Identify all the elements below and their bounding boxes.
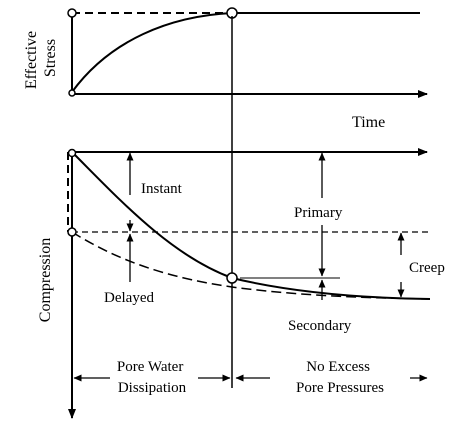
creep-label: Creep: [409, 260, 445, 276]
start-point-bottom: [67, 148, 77, 158]
phase-no-excess-pore-pressures: No Excess Pore Pressures: [296, 359, 384, 396]
effective-stress-curve: [71, 12, 233, 93]
loaded-point-top: [67, 8, 77, 18]
instant-point-bottom: [67, 227, 77, 237]
start-point-top: [68, 89, 76, 97]
bottom-panel: Instant Delayed Primary Secondary Creep …: [37, 148, 445, 419]
top-y-label: Effective Stress: [23, 27, 59, 89]
delayed-label: Delayed: [104, 290, 154, 306]
compression-curve-primary: [71, 151, 233, 279]
time-label: Time: [352, 114, 385, 131]
end-primary-point-bottom: [226, 272, 238, 284]
compression-curve-secondary: [231, 277, 431, 300]
instant-label: Instant: [141, 181, 183, 197]
top-panel: Effective Stress Time: [23, 7, 428, 131]
compression-y-label: Compression: [37, 238, 54, 322]
secondary-label: Secondary: [288, 318, 352, 334]
delayed-compression-dashed-curve: [71, 231, 431, 300]
primary-label: Primary: [294, 205, 343, 221]
phase-pore-water-dissipation: Pore Water Dissipation: [117, 359, 187, 396]
